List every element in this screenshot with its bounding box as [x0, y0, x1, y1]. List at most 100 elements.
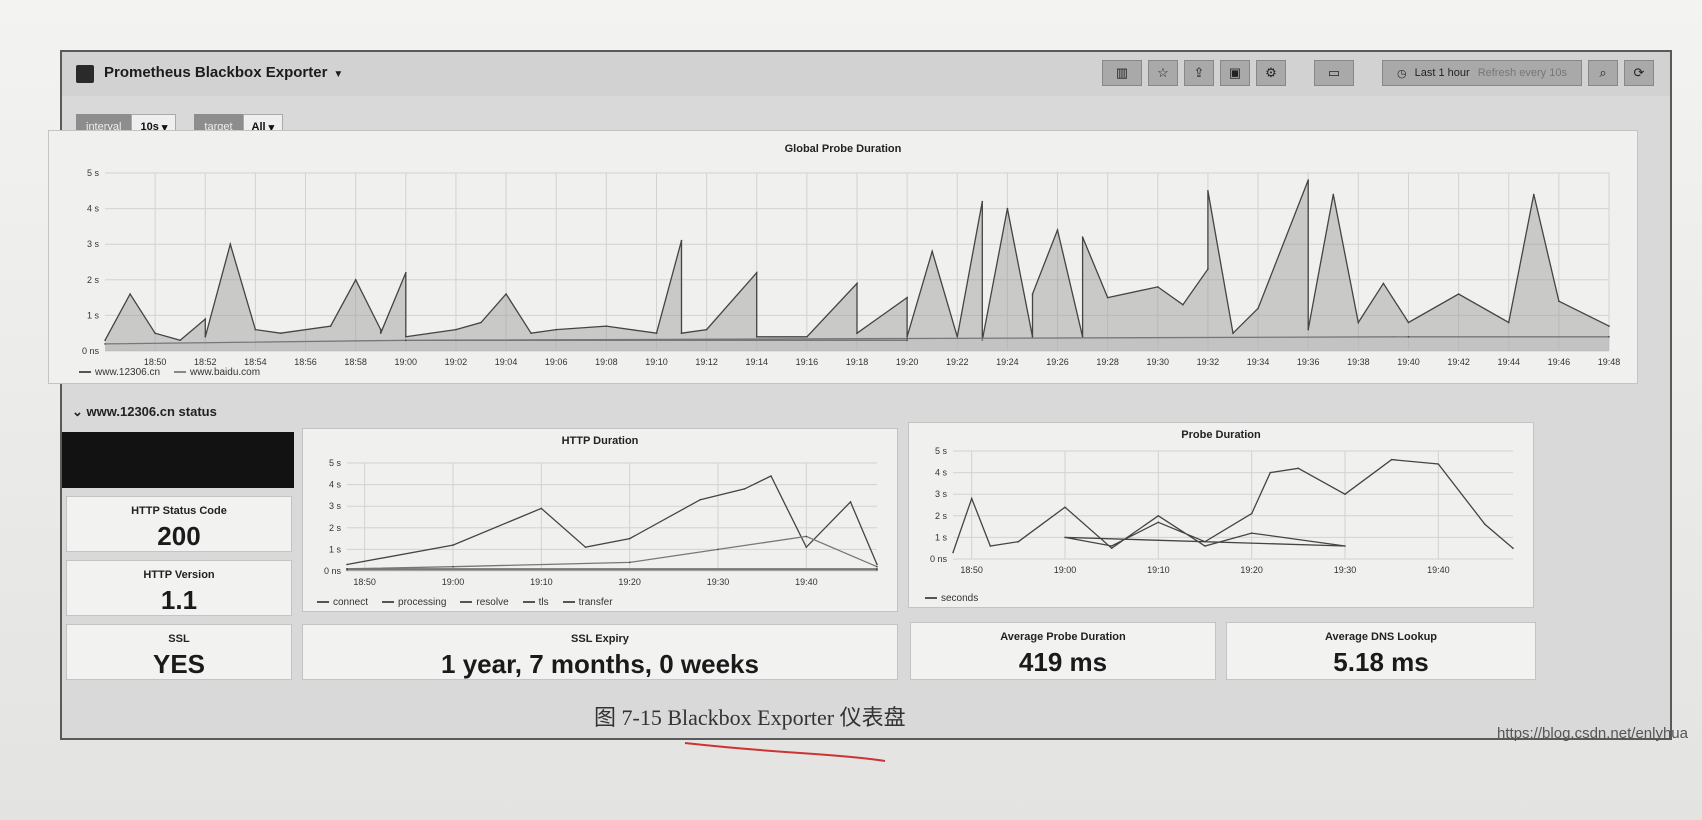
- chevron-down-icon: ⌄: [72, 404, 83, 419]
- stat-average-dns-lookup[interactable]: Average DNS Lookup 5.18 ms: [1226, 622, 1536, 680]
- data-point: [540, 507, 543, 510]
- data-point: [705, 328, 708, 331]
- add-panel-button[interactable]: ▥: [1102, 60, 1142, 86]
- redacted-panel: [62, 432, 294, 488]
- x-tick-label: 19:16: [796, 357, 819, 367]
- data-point: [1608, 336, 1610, 338]
- data-point: [981, 200, 984, 203]
- probe-duration-panel[interactable]: Probe Duration 0 ns 1 s 2 s 3 s 4 s 5 s 18:50 1…: [908, 422, 1534, 608]
- legend-item[interactable]: connect: [317, 597, 368, 608]
- legend-item[interactable]: tls: [522, 597, 549, 608]
- data-point: [1382, 282, 1385, 285]
- time-range-label: Last 1 hour: [1414, 67, 1470, 79]
- stat-http-status-code[interactable]: HTTP Status Code 200: [66, 496, 292, 552]
- x-tick-label: 19:00: [1054, 565, 1077, 575]
- data-point: [1250, 532, 1253, 534]
- data-point: [1558, 300, 1560, 302]
- data-point: [1207, 268, 1209, 270]
- data-point: [179, 339, 181, 342]
- data-point: [204, 336, 207, 338]
- refresh-button[interactable]: ⟳: [1624, 60, 1654, 86]
- stat-average-probe-duration[interactable]: Average Probe Duration 419 ms: [910, 622, 1216, 680]
- data-point: [455, 328, 457, 331]
- settings-button[interactable]: ⚙: [1256, 60, 1286, 86]
- x-tick-label: 19:00: [395, 357, 418, 367]
- x-tick-label: 19:22: [946, 357, 969, 367]
- data-point: [876, 563, 878, 566]
- y-tick-label: 0 ns: [930, 554, 948, 564]
- x-tick-label: 19:10: [645, 357, 668, 367]
- legend-item[interactable]: seconds: [925, 593, 978, 604]
- data-point: [699, 498, 702, 501]
- y-tick-label: 3 s: [935, 489, 948, 499]
- http-duration-panel[interactable]: HTTP Duration 0 ns 1 s 2 s 3 s 4 s 5 s 18:50 19…: [302, 428, 898, 612]
- star-button[interactable]: ☆: [1148, 60, 1178, 86]
- y-tick-label: 0 ns: [82, 346, 100, 356]
- data-point: [906, 337, 908, 340]
- stat-value: YES: [152, 649, 206, 679]
- legend-item[interactable]: transfer: [562, 597, 613, 608]
- x-tick-label: 19:20: [1240, 565, 1263, 575]
- x-tick-label: 19:30: [1147, 357, 1170, 367]
- time-picker-button[interactable]: ◷ Last 1 hour Refresh every 10s: [1382, 60, 1582, 86]
- data-point: [770, 475, 772, 477]
- row-title[interactable]: ⌄ www.12306.cn status: [72, 404, 217, 419]
- stat-ssl-expiry[interactable]: SSL Expiry 1 year, 7 months, 0 weeks: [302, 624, 898, 680]
- tv-icon: ▭: [1327, 65, 1341, 80]
- stat-title: Average DNS Lookup: [1324, 631, 1438, 643]
- data-point: [1182, 303, 1184, 306]
- data-point: [1207, 190, 1209, 192]
- data-point: [1269, 471, 1272, 474]
- data-point: [154, 332, 156, 334]
- legend-item[interactable]: www.baidu.com: [174, 367, 260, 378]
- y-tick-label: 1 s: [935, 532, 948, 542]
- y-tick-label: 4 s: [87, 204, 100, 214]
- data-point: [1031, 293, 1034, 295]
- stat-value: 1 year, 7 months, 0 weeks: [441, 649, 759, 679]
- x-tick-label: 19:48: [1598, 357, 1621, 367]
- data-point: [1106, 296, 1109, 299]
- global-probe-panel[interactable]: Global Probe Duration 0 ns 1 s 2 s 3 s 4 s 5 …: [48, 130, 1638, 384]
- data-point: [805, 546, 808, 548]
- dashboard-title[interactable]: Prometheus Blackbox Exporter ▼: [104, 64, 344, 81]
- data-point: [1204, 545, 1206, 547]
- x-tick-label: 18:50: [960, 565, 983, 575]
- series-line: [346, 535, 878, 570]
- data-point: [129, 293, 131, 295]
- data-point: [1357, 321, 1360, 324]
- x-tick-label: 18:50: [144, 357, 167, 367]
- data-point: [743, 488, 746, 490]
- data-point: [1332, 193, 1335, 196]
- save-button[interactable]: ▣: [1220, 60, 1250, 86]
- legend-item[interactable]: resolve: [460, 597, 509, 608]
- data-point: [405, 339, 407, 342]
- stat-ssl[interactable]: SSL YES: [66, 624, 292, 680]
- data-point: [405, 271, 407, 274]
- x-tick-label: 19:40: [795, 577, 818, 587]
- y-tick-label: 3 s: [329, 501, 342, 511]
- grafana-logo-icon[interactable]: [76, 65, 94, 83]
- data-point: [452, 565, 454, 568]
- navbar-actions: ▥ ☆ ⇪ ▣ ⚙ ▭ ◷ Last 1 hour Refresh every …: [1102, 60, 1654, 86]
- zoom-icon: ⌕: [1599, 65, 1607, 80]
- chart-legend: seconds: [925, 593, 978, 604]
- legend-item[interactable]: processing: [382, 597, 446, 608]
- legend-item[interactable]: www.12306.cn: [79, 367, 160, 378]
- data-point: [956, 336, 959, 338]
- data-point: [805, 535, 808, 538]
- x-tick-label: 19:18: [846, 357, 869, 367]
- data-point: [1390, 458, 1393, 461]
- tv-mode-button[interactable]: ▭: [1314, 60, 1354, 86]
- stat-http-version[interactable]: HTTP Version 1.1: [66, 560, 292, 616]
- stat-value: 419 ms: [1018, 647, 1108, 677]
- data-point: [1110, 545, 1113, 547]
- share-button[interactable]: ⇪: [1184, 60, 1214, 86]
- zoom-out-button[interactable]: ⌕: [1588, 60, 1618, 86]
- chart-legend: www.12306.cn www.baidu.com: [79, 367, 260, 378]
- data-point: [931, 250, 933, 253]
- data-point: [1407, 321, 1410, 324]
- data-point: [952, 551, 954, 554]
- data-point: [989, 545, 992, 547]
- x-tick-label: 19:14: [745, 357, 768, 367]
- x-tick-label: 18:54: [244, 357, 267, 367]
